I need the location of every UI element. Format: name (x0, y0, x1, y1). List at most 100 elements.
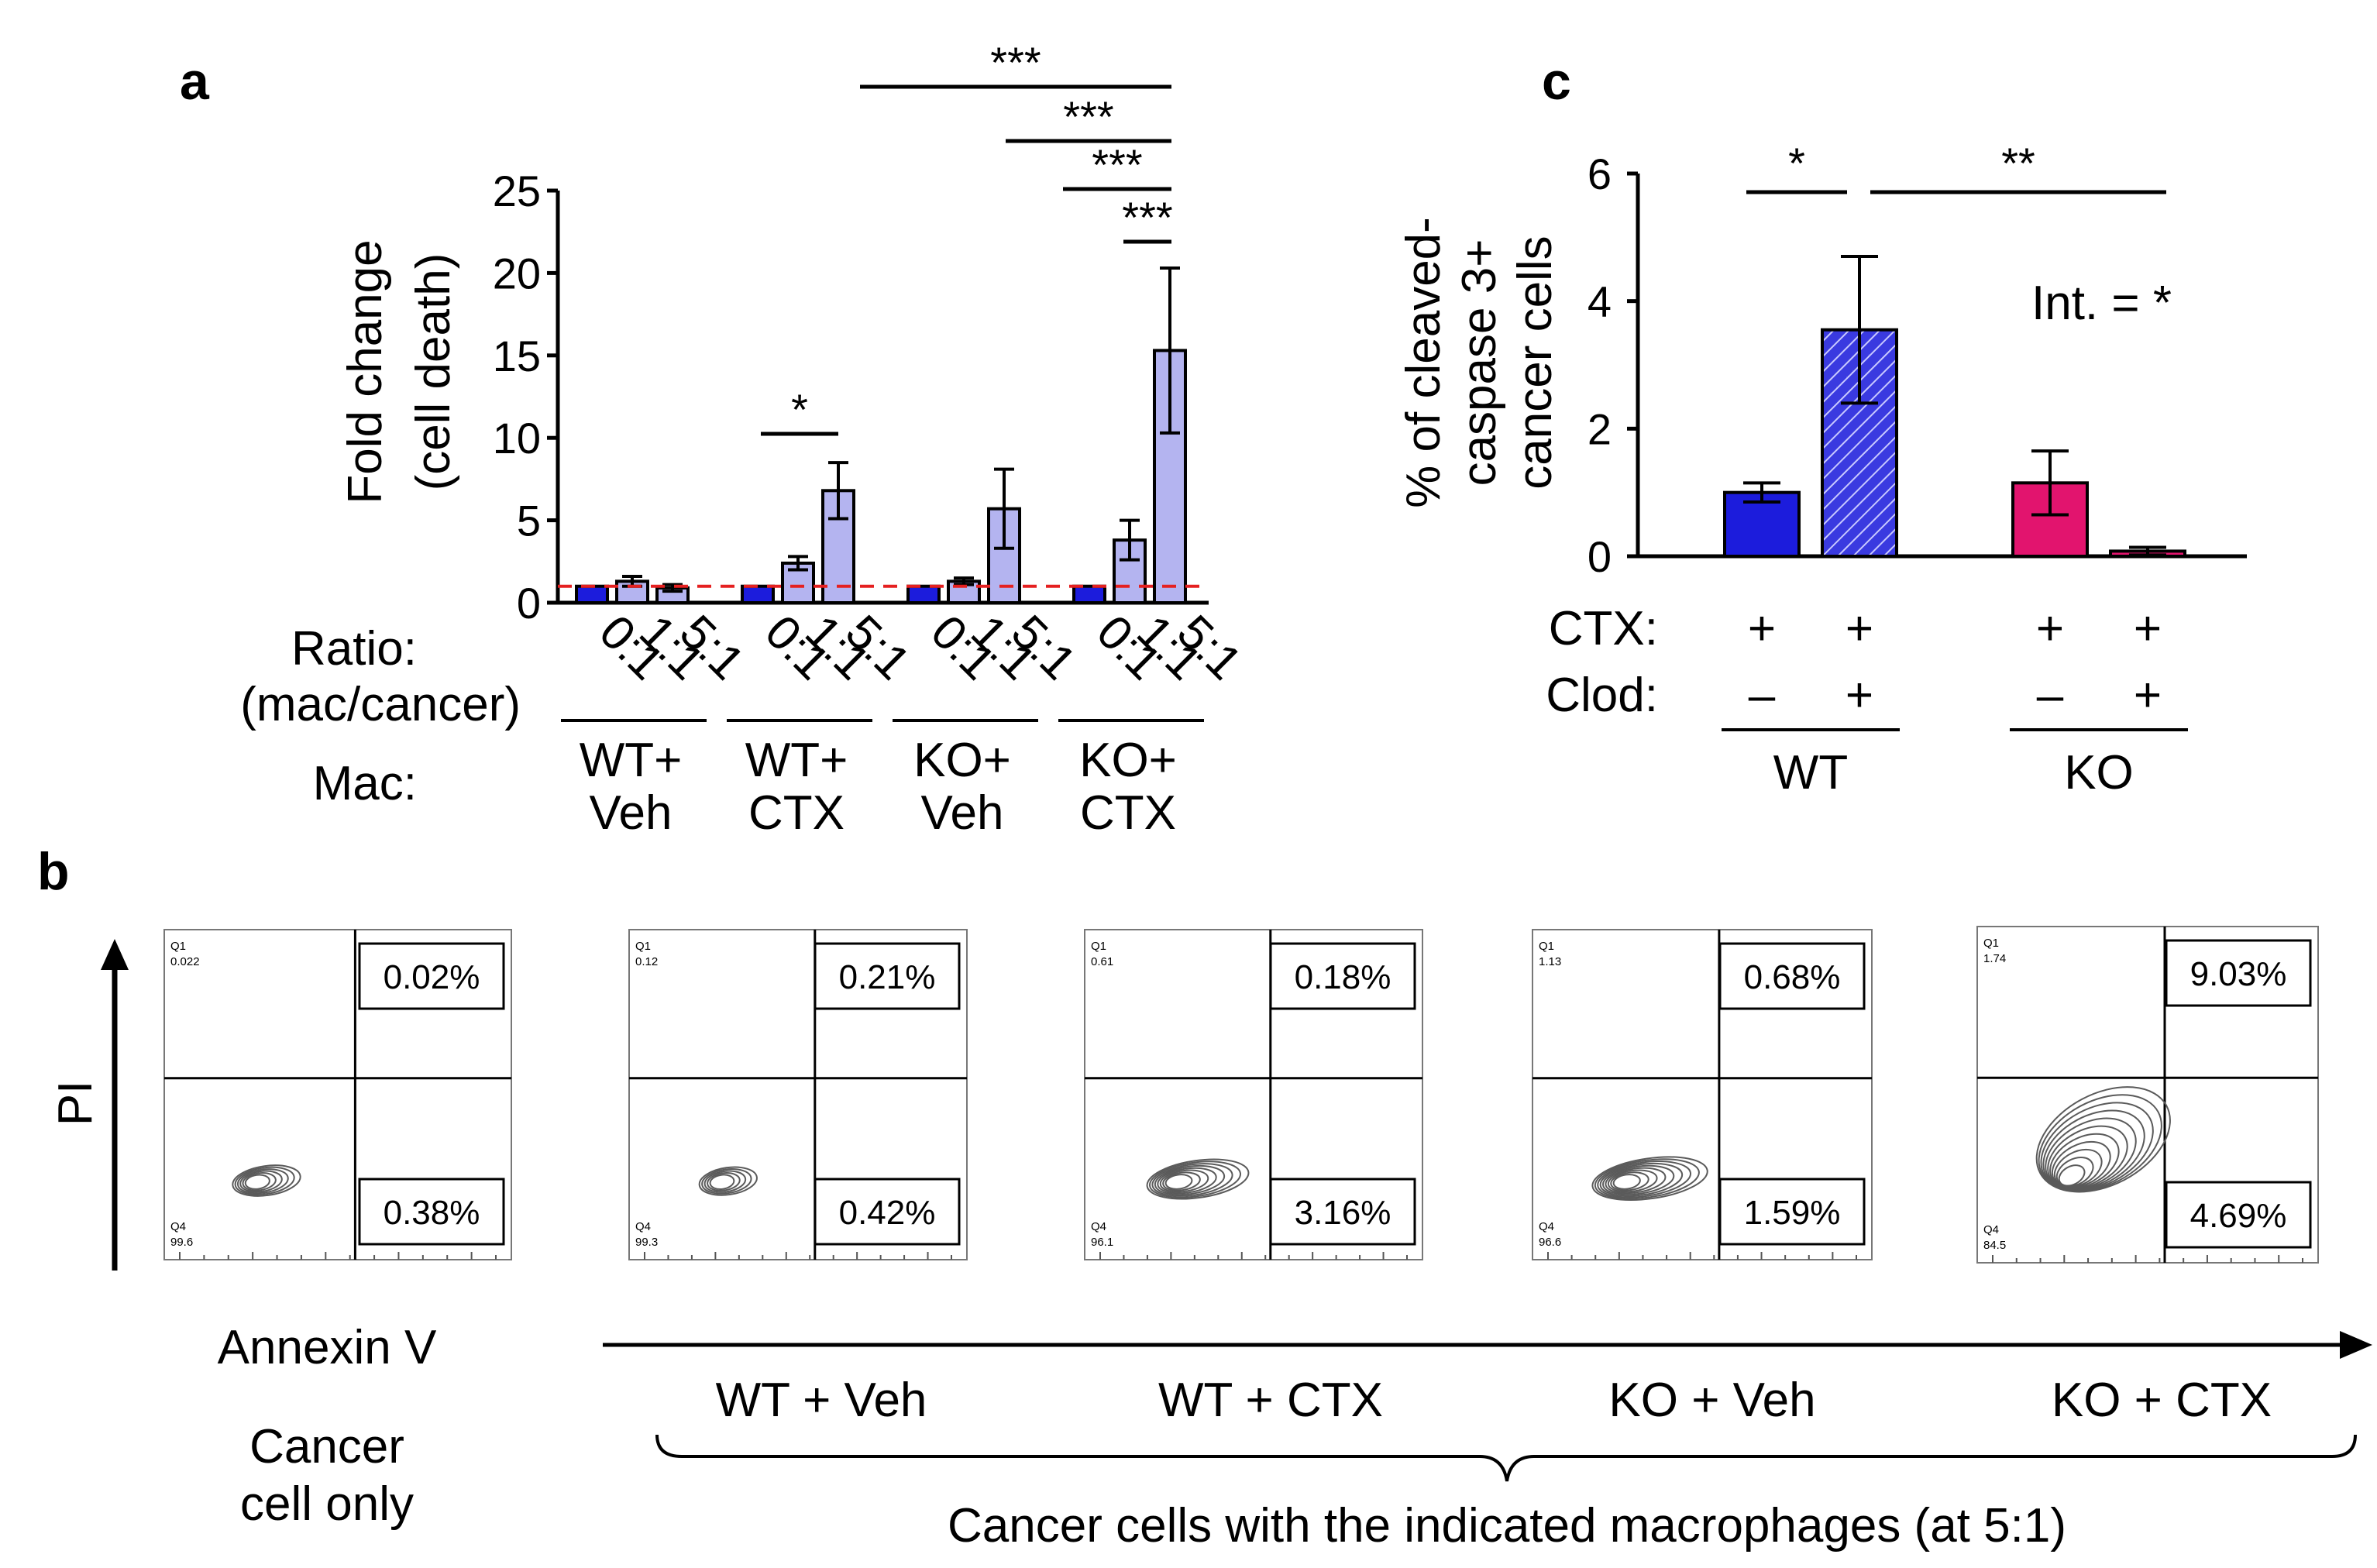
bracket-label: Cancer cells with the indicated macropha… (948, 1499, 2066, 1553)
panel-a-ytick-label: 5 (517, 497, 541, 545)
annexin-axis-label: Annexin V (218, 1321, 437, 1374)
contour-line (1159, 1169, 1209, 1193)
group-label-line2: Veh (921, 786, 1004, 840)
ratio-label: Ratio: (291, 622, 417, 676)
panel-a-significance-stars: *** (1122, 193, 1172, 242)
ctx-value: + (1846, 602, 1873, 655)
condition-label: KO + Veh (1608, 1374, 1815, 1427)
panel-c-axes: 0 2 4 6 (1588, 150, 2247, 581)
group-label-line2: CTX (748, 786, 845, 840)
panel-c-ytick-label: 2 (1588, 404, 1612, 453)
contour-line (1154, 1164, 1226, 1196)
contour-line (2051, 1140, 2111, 1188)
q1-value: 1.13 (1539, 955, 1561, 968)
panel-c-group-label: WT (1773, 746, 1848, 799)
panel-a-bar (1072, 584, 1106, 604)
contour-line (1599, 1162, 1684, 1197)
panel-label-a: a (180, 52, 210, 111)
lower-right-percent-box (1718, 1178, 1866, 1246)
panel-a-significance-stars: *** (1063, 92, 1113, 141)
group-label-line1: WT+ (580, 734, 683, 787)
upper-right-percent: 0.02% (384, 958, 480, 996)
panel-a-significance-stars: * (791, 385, 808, 434)
q1-value: 1.74 (1983, 952, 2006, 965)
contour-line (239, 1170, 283, 1193)
contour-line (703, 1170, 747, 1193)
clod-value: – (2037, 669, 2064, 722)
panel-label-b: b (37, 842, 70, 901)
contour-line (1146, 1158, 1250, 1200)
q1-label: Q1 (1983, 937, 1999, 950)
condition-bracket (655, 1434, 2357, 1482)
upper-right-percent-box (814, 942, 961, 1010)
flow-plots: Q1 0.022 Q4 99.6 0.02% 0.38% Q1 0.12 Q4 99.3 0.21%… (163, 926, 2319, 1427)
q4-value: 99.6 (170, 1236, 193, 1249)
contour-line (242, 1172, 277, 1191)
panel-a-category-labels: 0:11:15:1WT+Veh0:11:15:1WT+CTX0:11:15:1K… (561, 605, 1252, 840)
group-label-line2: CTX (1080, 786, 1176, 840)
contour-line (698, 1166, 758, 1196)
contour-line (1148, 1161, 1242, 1198)
upper-right-percent-box (1718, 942, 1866, 1010)
panel-a-ytick-label: 0 (517, 579, 541, 628)
contour-line (1591, 1156, 1708, 1201)
mac-label: Mac: (313, 757, 417, 810)
lower-right-percent: 0.42% (839, 1194, 936, 1232)
q4-value: 99.3 (635, 1236, 658, 1249)
macrophage-arrowhead (2340, 1331, 2372, 1359)
contour-line (1602, 1164, 1675, 1195)
condition-label: WT + Veh (716, 1374, 927, 1427)
q4-label: Q4 (635, 1220, 651, 1233)
panel-c-ylabel-line3: cancer cells (1508, 236, 1562, 489)
panel-a-bar (906, 584, 941, 604)
panel-a-bar (741, 584, 775, 604)
group-label-line1: KO+ (1079, 734, 1177, 787)
condition-label: KO + CTX (2052, 1374, 2272, 1427)
panel-c-group-label: KO (2064, 746, 2134, 799)
lower-right-percent-box (2165, 1181, 2312, 1249)
upper-right-percent: 0.68% (1744, 958, 1841, 996)
contour-line (1612, 1174, 1641, 1190)
panel-c-significance-stars: ** (2001, 139, 2035, 187)
contour-line (2053, 1148, 2103, 1188)
clod-value: + (2134, 669, 2162, 722)
contour-line (2035, 1086, 2171, 1193)
q4-value: 96.6 (1539, 1236, 1561, 1249)
lower-right-percent: 0.38% (384, 1194, 480, 1232)
q4-value: 96.1 (1091, 1236, 1113, 1249)
lower-right-percent-box (358, 1178, 505, 1246)
q1-label: Q1 (170, 940, 186, 953)
contour-line (1157, 1167, 1217, 1195)
pi-axis-arrowhead (101, 939, 129, 970)
panel-c-significance: * ** (1746, 139, 2166, 194)
clod-value: + (1846, 669, 1873, 722)
ctx-value: + (2036, 602, 2064, 655)
contour-line (707, 1171, 741, 1191)
panel-a-ytick-label: 25 (493, 167, 541, 215)
control-label-line1: Cancer (249, 1420, 404, 1473)
contour-line (1162, 1171, 1201, 1191)
contour-line (1607, 1169, 1658, 1193)
panel-a-significance-stars: *** (990, 38, 1041, 87)
q4-label: Q4 (1091, 1220, 1106, 1233)
contour-line (1594, 1158, 1700, 1200)
upper-right-percent-box (1269, 942, 1416, 1010)
panel-a-significance: ************* (761, 38, 1173, 436)
lower-right-percent-box (1269, 1178, 1416, 1246)
lower-right-percent-box (814, 1178, 961, 1246)
panel-a-significance-stars: *** (1092, 140, 1142, 189)
q4-label: Q4 (1983, 1223, 1999, 1236)
group-label-line1: KO+ (913, 734, 1011, 787)
contour-line (1605, 1167, 1667, 1195)
q4-value: 84.5 (1983, 1239, 2006, 1252)
interaction-annotation: Int. = * (2031, 277, 2172, 330)
q4-label: Q4 (1539, 1220, 1554, 1233)
flow-plot: Q1 1.13 Q4 96.6 0.68% 1.59% (1532, 929, 1873, 1260)
contour-line (701, 1167, 752, 1195)
q1-label: Q1 (1091, 940, 1106, 953)
panel-c-significance-stars: * (1788, 139, 1805, 187)
flow-plot: Q1 1.74 Q4 84.5 9.03% 4.69% (1976, 926, 2319, 1264)
upper-right-percent: 0.18% (1295, 958, 1391, 996)
q1-value: 0.12 (635, 955, 658, 968)
panel-c-category-labels: + – + + + – + + WT KO (1722, 602, 2188, 799)
